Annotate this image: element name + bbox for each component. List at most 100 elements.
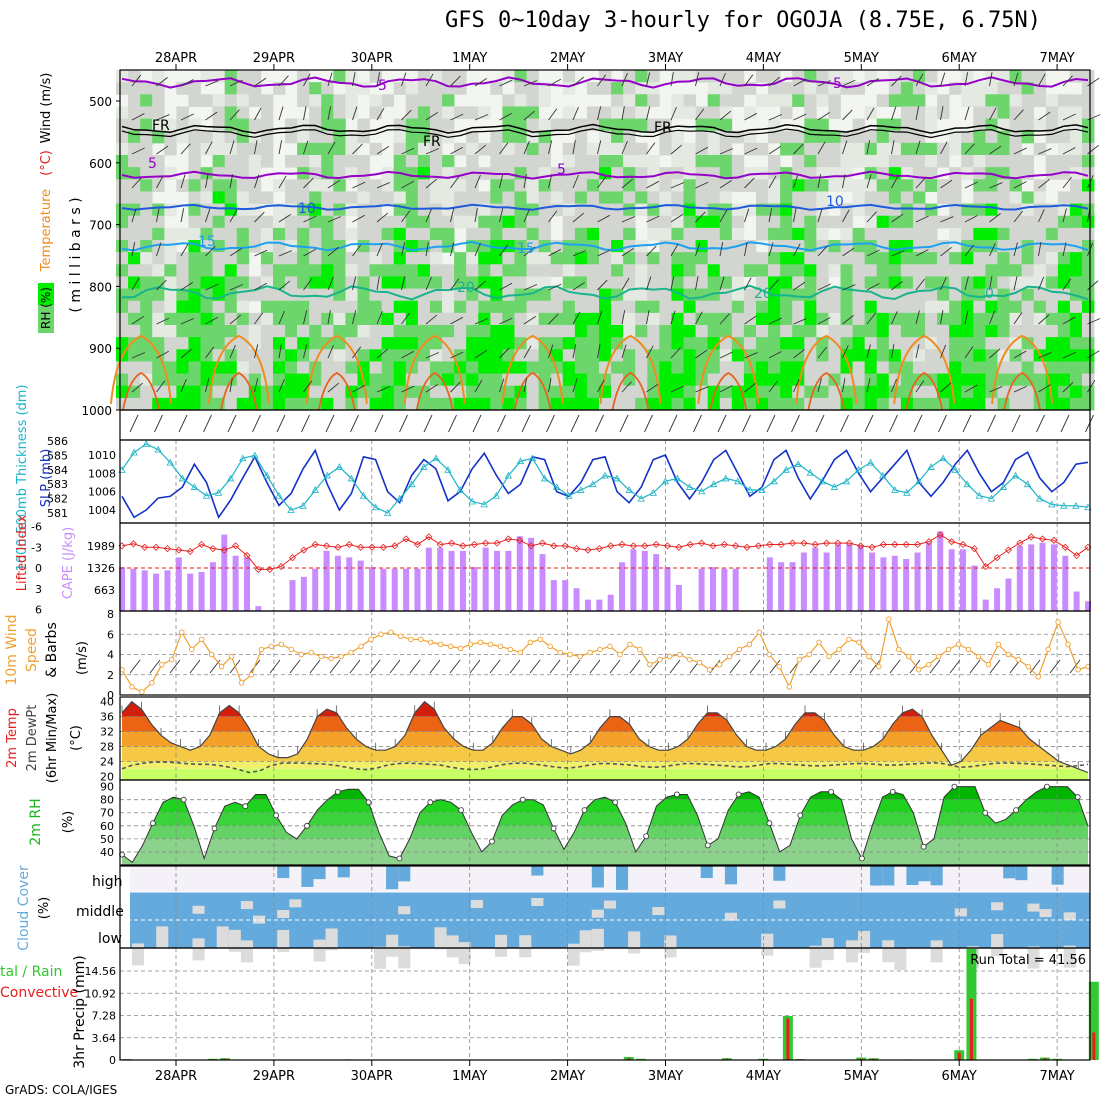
li-tick: -3 — [31, 541, 42, 554]
rh-cell — [527, 301, 539, 314]
cape-bar — [721, 569, 727, 611]
rh-cell — [394, 179, 406, 192]
date-label-bottom: 5MAY — [844, 1069, 879, 1084]
rh-cell — [152, 374, 164, 387]
rh-cell — [985, 252, 997, 265]
cape-bar — [460, 551, 466, 611]
rh-cell — [828, 143, 840, 156]
rh-cell — [539, 191, 551, 204]
rh-cell — [804, 313, 816, 326]
rh-cell — [732, 216, 744, 229]
wind-marker — [648, 662, 653, 667]
cloud-mid-cell — [471, 900, 483, 908]
rh-cell — [708, 301, 720, 314]
rh-cell — [780, 191, 792, 204]
rh-cell — [997, 216, 1009, 229]
rh-cell — [853, 143, 865, 156]
date-label-top: 3MAY — [648, 51, 683, 66]
wind-marker — [996, 642, 1001, 647]
rh-cell — [623, 301, 635, 314]
rh-cell — [454, 191, 466, 204]
cloud-high-cell — [919, 866, 931, 881]
rh-cell — [997, 106, 1009, 119]
rh-cell — [213, 94, 225, 107]
rh-cell — [249, 119, 261, 132]
rh-cell — [853, 191, 865, 204]
wind-marker — [389, 630, 394, 635]
cape-bar — [517, 536, 523, 611]
rh-cell — [937, 313, 949, 326]
cape-bar — [1005, 579, 1011, 612]
rh-cell — [1058, 228, 1070, 241]
rh-cell — [1082, 325, 1094, 338]
rh-cell — [502, 313, 514, 326]
rh-cell — [708, 82, 720, 95]
rh-cell — [1082, 191, 1094, 204]
cape-bar — [437, 548, 443, 611]
rh-cell — [309, 301, 321, 314]
rh-cell — [828, 361, 840, 374]
rh-cell — [792, 94, 804, 107]
rh-cell — [804, 252, 816, 265]
rh-cell — [973, 325, 985, 338]
rh-cell — [696, 325, 708, 338]
rh-cell — [418, 106, 430, 119]
rh-cell — [877, 119, 889, 132]
rh-marker — [243, 804, 248, 809]
rh-cell — [370, 179, 382, 192]
rh-cell — [913, 204, 925, 217]
rh-cell — [985, 337, 997, 350]
rh-cell — [188, 301, 200, 314]
rh-cell — [611, 325, 623, 338]
rh-cell — [358, 228, 370, 241]
rh-cell — [563, 276, 575, 289]
rh-cell — [671, 374, 683, 387]
rh-cell — [442, 70, 454, 83]
rh-cell — [430, 204, 442, 217]
rh-cell — [140, 179, 152, 192]
rh-marker — [459, 808, 464, 813]
rh-cell — [1034, 191, 1046, 204]
rh-cell — [225, 167, 237, 180]
rh-cell — [273, 374, 285, 387]
rh-cell — [1058, 252, 1070, 265]
rh-cell — [647, 179, 659, 192]
rh-cell — [213, 204, 225, 217]
rh-cell — [949, 313, 961, 326]
rh-cell — [128, 216, 140, 229]
rh-cell — [502, 191, 514, 204]
rh-cell — [430, 252, 442, 265]
rh-cell — [454, 143, 466, 156]
barb — [430, 660, 440, 673]
rh-cell — [1034, 228, 1046, 241]
rh-cell — [877, 374, 889, 387]
rh-cell — [901, 313, 913, 326]
cape-bar — [1074, 592, 1080, 612]
rh-marker — [582, 808, 587, 813]
rh-cell — [684, 191, 696, 204]
rh-cell — [659, 276, 671, 289]
rh-cell — [382, 240, 394, 253]
rh-cell — [490, 337, 502, 350]
rh-cell — [490, 264, 502, 277]
cloud-mid-cell — [241, 901, 253, 909]
rh-cell — [635, 204, 647, 217]
rh-marker — [335, 789, 340, 794]
rh-cell — [140, 94, 152, 107]
rh-cell — [213, 374, 225, 387]
rh-tick: 50 — [100, 833, 114, 846]
rh-cell — [261, 398, 273, 411]
rh-cell — [828, 301, 840, 314]
temp-tick: 40 — [100, 696, 114, 709]
rh-cell — [865, 240, 877, 253]
rh-cell — [249, 325, 261, 338]
rh-cell — [659, 361, 671, 374]
rh-marker — [952, 784, 957, 789]
rh-cell — [684, 252, 696, 265]
rh-cell — [140, 276, 152, 289]
wind-marker — [309, 650, 314, 655]
wind-marker — [817, 640, 822, 645]
rh-cell — [406, 337, 418, 350]
rh-cell — [575, 264, 587, 277]
rh-cell — [756, 264, 768, 277]
